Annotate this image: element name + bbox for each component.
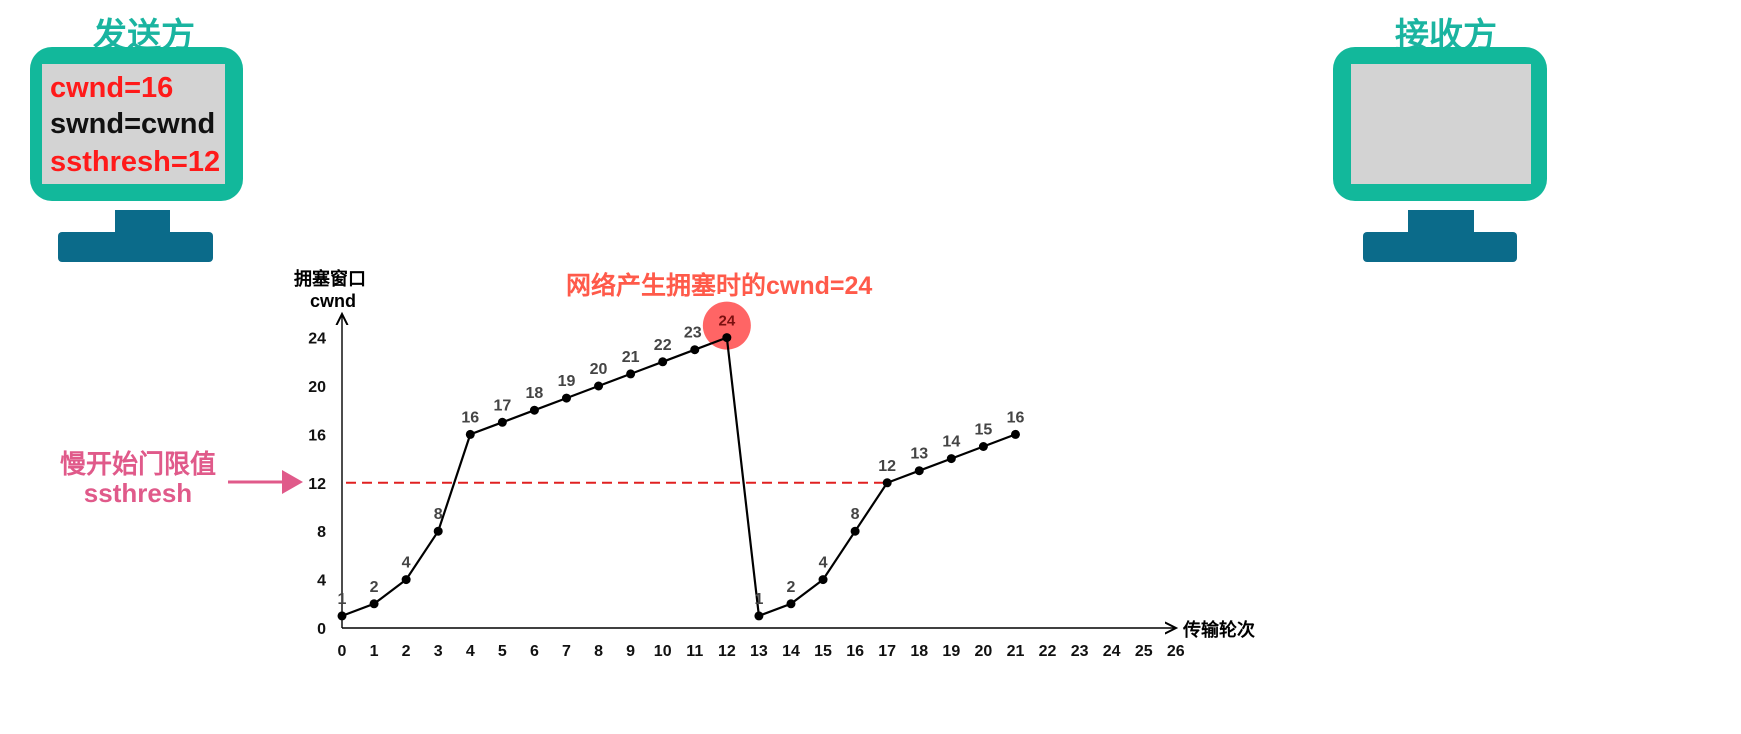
y-tick-label: 16 (308, 427, 326, 444)
x-tick-label: 14 (782, 643, 800, 660)
data-label: 8 (434, 506, 443, 523)
data-label: 12 (878, 458, 896, 475)
x-tick-label: 19 (942, 643, 960, 660)
data-point (337, 611, 347, 621)
data-label: 19 (558, 373, 576, 390)
data-point (850, 526, 860, 536)
x-tick-label: 1 (370, 643, 379, 660)
cwnd-series-line (341, 336, 1016, 618)
data-label: 4 (819, 555, 828, 572)
x-tick-label: 15 (814, 643, 832, 660)
y-tick-label: 8 (317, 524, 326, 541)
data-point (978, 442, 988, 451)
x-tick-label: 2 (402, 643, 411, 660)
data-point (369, 599, 379, 609)
x-tick-label: 23 (1071, 643, 1089, 660)
ssthresh-label-line1: 慢开始门限值 (59, 449, 216, 479)
sender-swnd-text: swnd=cwnd (50, 108, 216, 140)
data-label: 1 (754, 591, 763, 608)
receiver-monitor-screen (1351, 64, 1531, 184)
x-tick-label: 5 (498, 643, 507, 660)
data-point (497, 417, 507, 427)
congestion-highlight-circle (702, 301, 751, 350)
data-label: 4 (402, 555, 411, 572)
data-point (946, 454, 956, 464)
data-point (786, 599, 796, 609)
x-axis-label: 传输轮次 (1182, 619, 1255, 640)
data-label: 16 (461, 409, 479, 426)
y-axis-label-line2: cwnd (310, 291, 356, 311)
data-label: 23 (684, 325, 702, 342)
x-tick-label: 9 (626, 643, 635, 660)
y-tick-label: 24 (308, 331, 326, 348)
y-tick-label: 12 (308, 476, 326, 493)
sender-monitor-base (58, 232, 213, 262)
receiver-monitor-base (1363, 232, 1517, 262)
y-tick-label: 4 (317, 573, 326, 590)
ssthresh-label-line2: ssthresh (83, 478, 193, 508)
x-tick-label: 12 (718, 643, 736, 660)
data-label: 22 (654, 337, 672, 354)
x-tick-label: 21 (1007, 643, 1025, 660)
data-label: 21 (622, 349, 640, 366)
x-tick-label: 20 (975, 643, 993, 660)
x-tick-label: 17 (878, 643, 896, 660)
x-tick-label: 22 (1039, 643, 1057, 660)
data-point (818, 575, 828, 585)
data-label: 8 (851, 506, 860, 523)
y-tick-label: 0 (317, 621, 326, 638)
x-tick-label: 25 (1135, 643, 1153, 660)
x-tick-label: 4 (466, 643, 475, 660)
data-point (401, 575, 411, 585)
data-label: 13 (910, 446, 928, 463)
data-label: 2 (787, 579, 796, 596)
data-label: 14 (942, 434, 960, 451)
x-tick-label: 7 (562, 643, 571, 660)
y-tick-label: 20 (308, 379, 326, 396)
x-tick-label: 18 (910, 643, 928, 660)
data-point (1010, 429, 1020, 439)
x-tick-label: 11 (686, 643, 703, 660)
data-point (529, 405, 539, 415)
data-point (433, 526, 443, 536)
data-label: 15 (975, 422, 993, 439)
y-axis-label-line1: 拥塞窗口 (294, 268, 366, 289)
sender-monitor-screen: cwnd=16 swnd=cwnd ssthresh=12 (42, 64, 225, 184)
x-tick-label: 26 (1167, 643, 1185, 660)
data-label: 2 (370, 579, 379, 596)
receiver-monitor-neck (1408, 210, 1474, 234)
data-point (722, 333, 732, 343)
data-label: 18 (526, 385, 544, 402)
data-label: 16 (1007, 409, 1025, 426)
x-tick-label: 10 (654, 643, 672, 660)
data-point (914, 466, 924, 476)
congestion-note: 网络产生拥塞时的cwnd=24 (566, 272, 873, 300)
data-point (658, 357, 668, 367)
data-point (690, 345, 700, 355)
data-point (626, 369, 636, 379)
data-label: 20 (590, 361, 608, 378)
x-tick-label: 16 (846, 643, 864, 660)
data-label: 1 (338, 591, 347, 608)
data-point (882, 478, 892, 488)
x-tick-label: 0 (338, 643, 347, 660)
sender-cwnd-text: cwnd=16 (50, 72, 174, 104)
x-tick-label: 24 (1103, 643, 1121, 660)
x-tick-label: 13 (750, 643, 768, 660)
data-point (561, 393, 571, 403)
data-point (754, 611, 764, 621)
data-label: 24 (718, 313, 735, 330)
x-tick-label: 6 (530, 643, 539, 660)
data-point (594, 381, 604, 391)
data-label: 17 (493, 397, 511, 414)
data-point (465, 429, 475, 439)
x-tick-label: 8 (594, 643, 603, 660)
sender-monitor-neck (115, 210, 170, 234)
sender-ssthresh-text: ssthresh=12 (50, 146, 221, 178)
x-tick-label: 3 (434, 643, 443, 660)
